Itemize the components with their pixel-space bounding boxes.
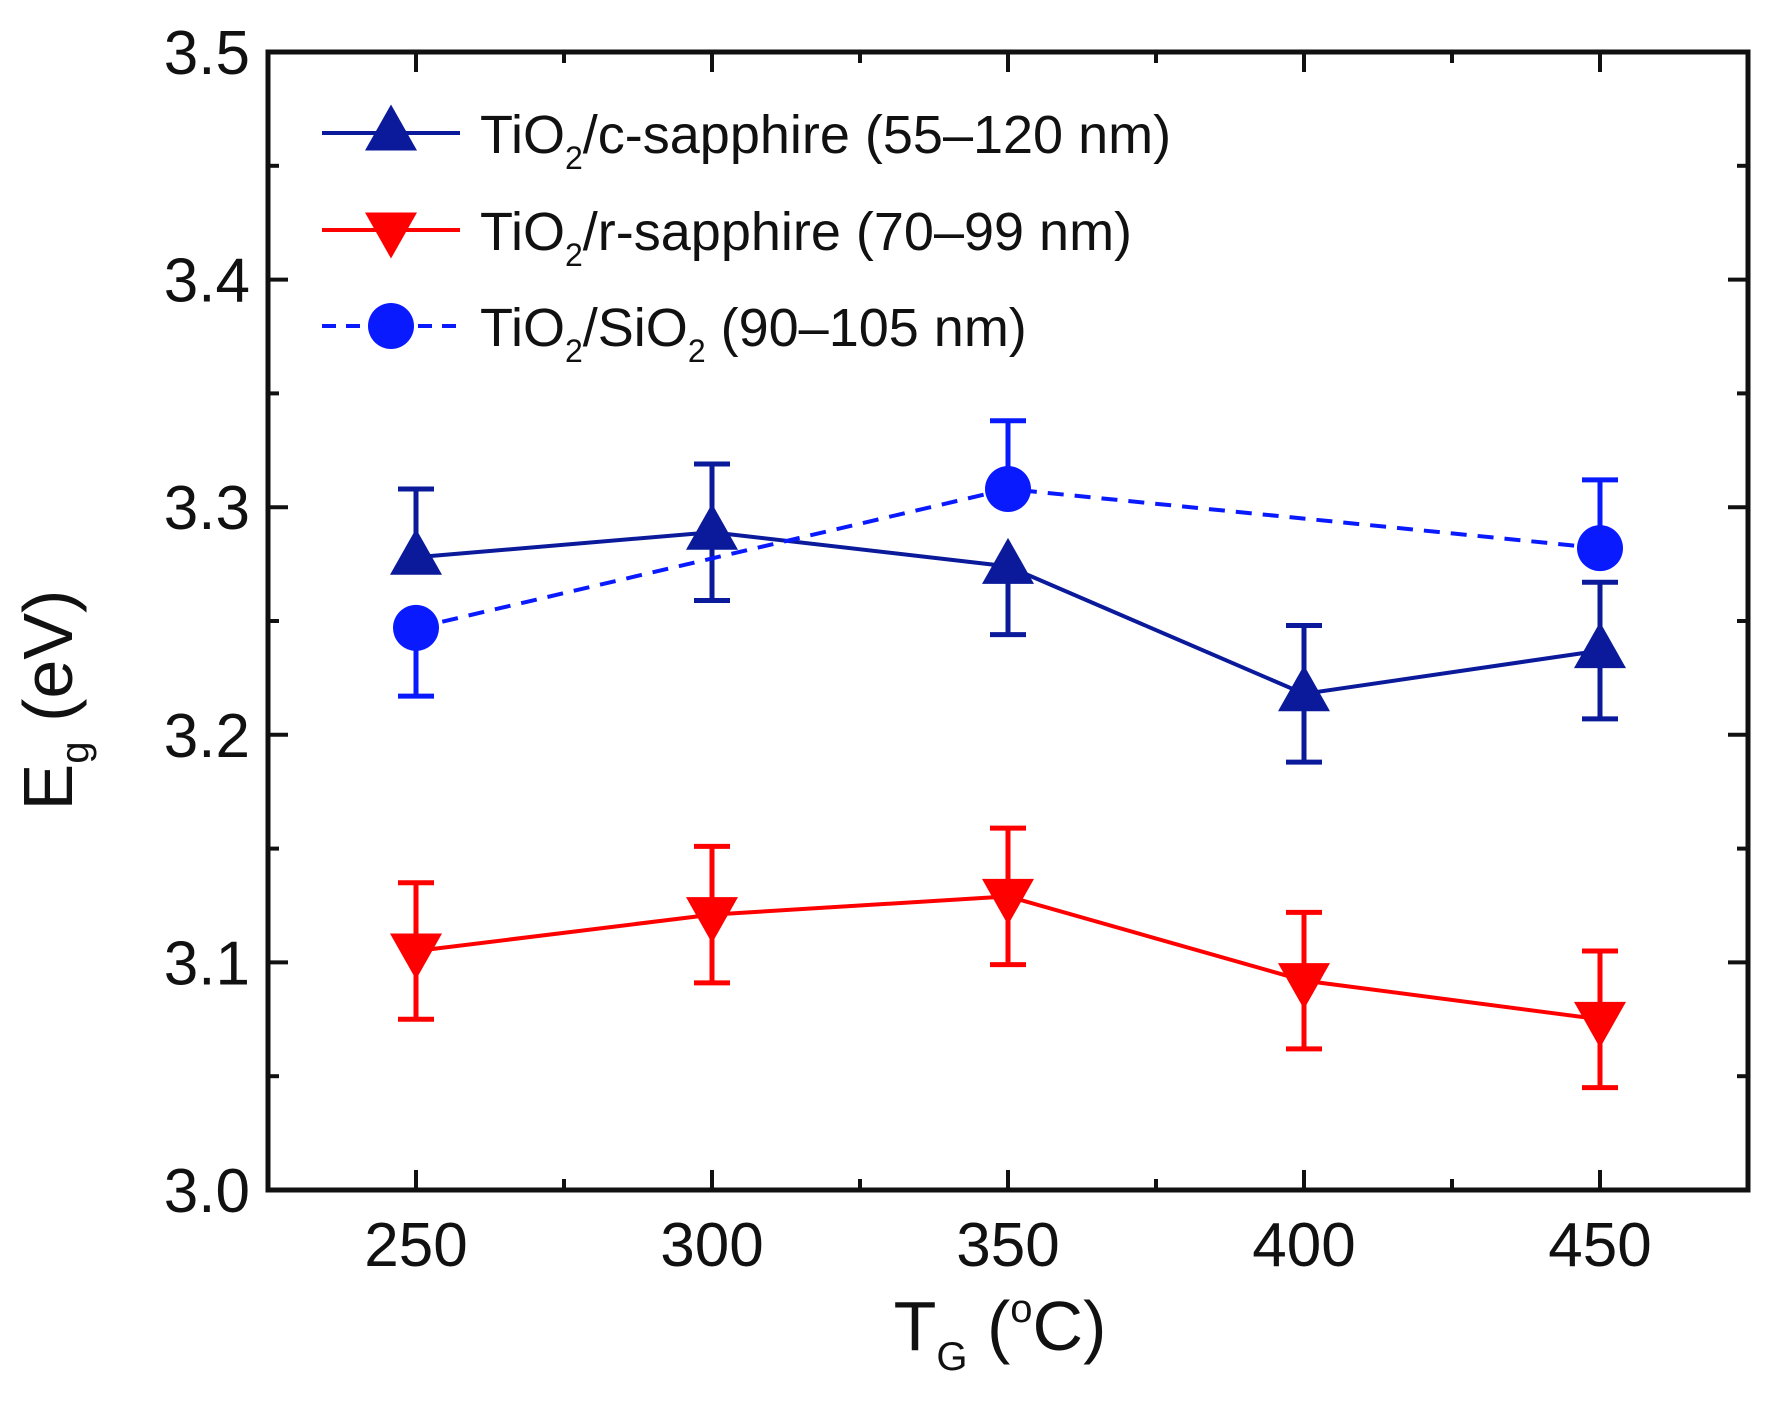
data-point	[393, 604, 439, 651]
y-tick-label: 3.3	[164, 474, 250, 543]
tick-labels: 250 300 350 400 450 3.0 3.1 3.2 3.3 3.4 3.5	[164, 19, 1652, 1280]
data-point	[1278, 963, 1330, 1010]
x-tick-label: 350	[956, 1211, 1059, 1280]
legend-marker	[368, 303, 414, 349]
data-point	[1577, 525, 1623, 572]
legend-marker	[365, 212, 417, 259]
legend-label-sub2: 2	[688, 333, 706, 369]
series-1	[390, 825, 1626, 1091]
legend-label-sub: 2	[565, 237, 583, 273]
legend-label-post: (90–105 nm)	[706, 298, 1027, 358]
series-2	[393, 418, 1623, 699]
legend-label-post: /c-sapphire (55–120 nm)	[583, 105, 1171, 165]
series-0	[390, 461, 1626, 765]
data-point	[982, 537, 1034, 584]
y-tick-label: 3.2	[164, 702, 250, 771]
x-tick-label: 400	[1252, 1211, 1355, 1280]
legend-label-pre: TiO	[480, 298, 565, 358]
legend-label-sub: 2	[565, 333, 583, 369]
data-point	[982, 878, 1034, 925]
data-point	[390, 528, 442, 575]
legend-entry-2: TiO2/SiO2 (90–105 nm)	[322, 298, 1027, 369]
y-axis-title-unit: (eV)	[9, 590, 87, 742]
legend-marker	[365, 104, 417, 151]
y-tick-label: 3.1	[164, 929, 250, 998]
x-axis-title-degree: o	[1010, 1287, 1032, 1331]
data-point	[1278, 665, 1330, 712]
y-axis-title: Eg (eV)	[9, 590, 97, 811]
x-tick-label: 300	[660, 1211, 763, 1280]
legend-label-pre: TiO	[480, 105, 565, 165]
legend-label-pre: TiO	[480, 202, 565, 262]
x-tick-label: 450	[1548, 1211, 1651, 1280]
y-tick-label: 3.0	[164, 1157, 250, 1226]
y-axis-title-sub: g	[53, 741, 97, 763]
legend: TiO2/c-sapphire (55–120 nm)TiO2/r-sapphi…	[322, 104, 1171, 369]
x-axis-title-unit-open: (	[968, 1287, 1011, 1365]
y-tick-label: 3.4	[164, 247, 250, 316]
legend-label-sub: 2	[565, 140, 583, 176]
legend-label: TiO2/SiO2 (90–105 nm)	[480, 298, 1027, 369]
data-point	[686, 897, 738, 944]
legend-entry-1: TiO2/r-sapphire (70–99 nm)	[322, 202, 1132, 273]
data-point	[390, 933, 442, 980]
y-axis-title-main: E	[9, 764, 87, 811]
y-tick-label: 3.5	[164, 19, 250, 88]
legend-label-post: /r-sapphire (70–99 nm)	[583, 202, 1132, 262]
x-axis-title-sub: G	[936, 1335, 967, 1379]
x-tick-label: 250	[364, 1211, 467, 1280]
x-axis-title-unit-close: C)	[1033, 1287, 1107, 1365]
legend-label: TiO2/c-sapphire (55–120 nm)	[480, 105, 1171, 176]
legend-label: TiO2/r-sapphire (70–99 nm)	[480, 202, 1132, 273]
data-point	[985, 465, 1031, 512]
legend-label-mid: /SiO	[583, 298, 688, 358]
x-axis-title: TG (oC)	[894, 1287, 1107, 1379]
data-point	[1574, 1001, 1626, 1048]
data-point	[1574, 622, 1626, 669]
data-point	[686, 503, 738, 550]
x-axis-title-main: T	[894, 1287, 937, 1365]
series-layer	[390, 418, 1626, 1091]
legend-entry-0: TiO2/c-sapphire (55–120 nm)	[322, 104, 1171, 176]
axis-ticks	[268, 52, 1748, 1190]
